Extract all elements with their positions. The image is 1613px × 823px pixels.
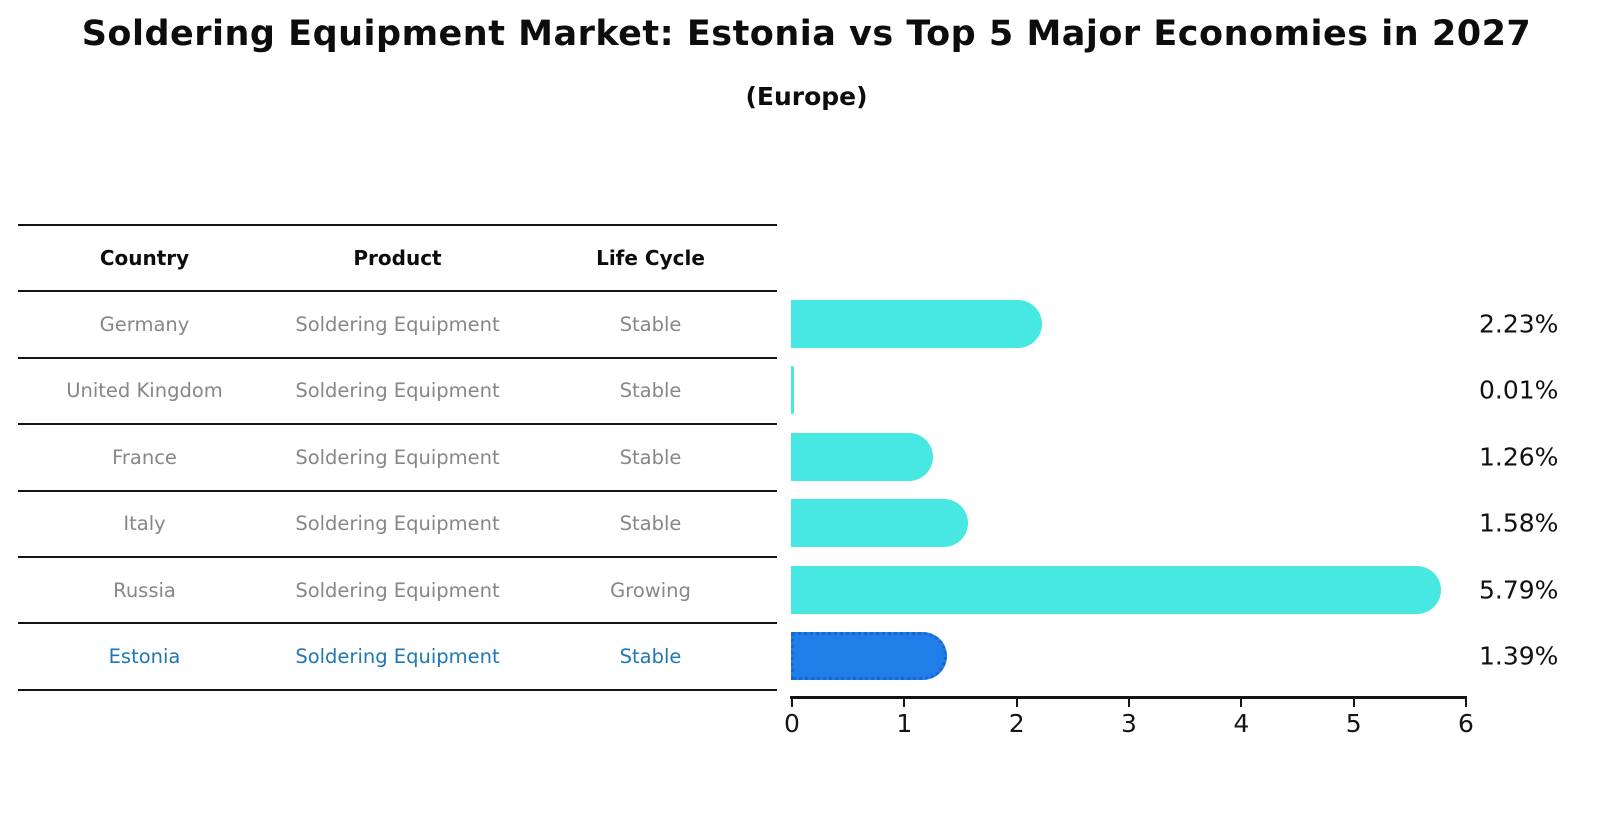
cell-lifecycle: Stable (619, 313, 682, 337)
country-table: Country Product Life Cycle Germany Solde… (18, 224, 777, 691)
cell-country: Estonia (108, 645, 181, 669)
col-header-lifecycle: Life Cycle (596, 246, 705, 271)
x-axis-tick (1015, 696, 1018, 707)
x-tick-label-3: 3 (1121, 709, 1137, 738)
cell-lifecycle: Growing (610, 578, 691, 602)
cell-country: United Kingdom (66, 379, 223, 403)
bar-germany (791, 299, 1042, 348)
value-label-italy: 1.58% (1479, 508, 1559, 538)
cell-country: Italy (123, 512, 166, 536)
cell-product: Soldering Equipment (295, 445, 500, 469)
x-axis-tick (903, 696, 906, 707)
col-header-country: Country (99, 246, 190, 271)
table-header-row: Country Product Life Cycle (18, 226, 777, 293)
bar-france (791, 432, 933, 481)
table-row-italy: Italy Soldering Equipment Stable (18, 492, 777, 558)
cell-product: Soldering Equipment (295, 313, 500, 337)
bar-united-kingdom (791, 366, 794, 414)
cell-product: Soldering Equipment (295, 578, 500, 602)
col-header-product: Product (353, 246, 442, 271)
x-tick-label-0: 0 (784, 709, 800, 738)
table-row-united-kingdom: United Kingdom Soldering Equipment Stabl… (18, 359, 777, 426)
cell-lifecycle: Stable (619, 379, 682, 403)
x-axis-tick (791, 696, 793, 707)
cell-lifecycle: Stable (619, 645, 682, 669)
x-tick-label-4: 4 (1233, 709, 1250, 738)
x-tick-label-6: 6 (1458, 709, 1474, 738)
table-row-germany: Germany Soldering Equipment Stable (18, 292, 777, 359)
cell-product: Soldering Equipment (295, 512, 500, 536)
x-axis-tick (1128, 696, 1130, 707)
value-label-france: 1.26% (1479, 442, 1559, 471)
cell-country: Germany (99, 313, 190, 337)
cell-lifecycle: Stable (619, 445, 682, 469)
x-tick-label-5: 5 (1345, 709, 1362, 738)
x-tick-label-1: 1 (896, 709, 913, 738)
x-tick-label-2: 2 (1008, 709, 1025, 738)
table-row-russia: Russia Soldering Equipment Growing (18, 558, 777, 625)
cell-product: Soldering Equipment (295, 645, 500, 669)
value-label-united-kingdom: 0.01% (1479, 375, 1559, 405)
cell-lifecycle: Stable (619, 512, 682, 536)
cell-country: France (112, 445, 177, 469)
x-axis-tick (1240, 696, 1243, 707)
bar-russia (791, 565, 1442, 614)
chart-subtitle: (Europe) (745, 82, 868, 111)
bar-italy (791, 499, 969, 547)
value-label-estonia: 1.39% (1479, 641, 1559, 671)
cell-country: Russia (113, 578, 176, 602)
bar-estonia-highlighted (791, 632, 948, 680)
table-row-estonia: Estonia Soldering Equipment Stable (18, 624, 777, 691)
table-row-france: France Soldering Equipment Stable (18, 425, 777, 492)
chart-title: Soldering Equipment Market: Estonia vs T… (81, 14, 1532, 54)
value-label-germany: 2.23% (1479, 309, 1559, 338)
cell-product: Soldering Equipment (295, 379, 500, 403)
x-axis-tick (1465, 696, 1467, 707)
x-axis-tick (1352, 696, 1355, 707)
value-label-russia: 5.79% (1479, 575, 1559, 604)
